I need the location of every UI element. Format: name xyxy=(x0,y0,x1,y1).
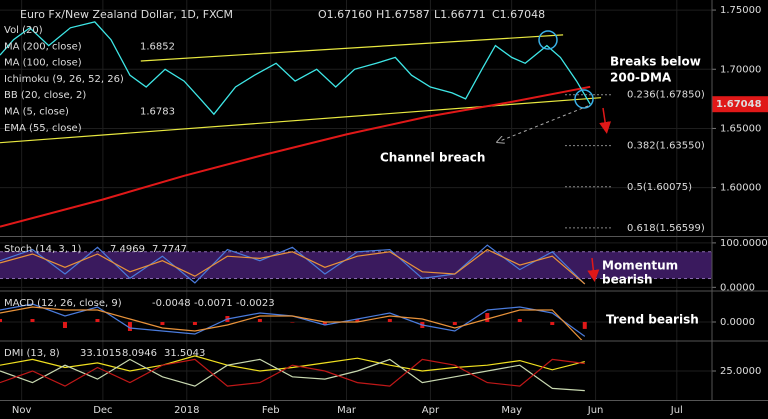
histogram-bar xyxy=(160,322,165,325)
ohlc-label: H1.67587 xyxy=(376,8,430,21)
legend-value: 7.4969 xyxy=(110,244,145,255)
annotation: Channel breach xyxy=(380,151,485,165)
histogram-bar xyxy=(257,319,262,322)
series-line xyxy=(0,358,585,387)
legend-value: 31.5043 xyxy=(164,348,205,359)
y-tick-label: 1.75000 xyxy=(720,5,761,16)
annotation: Momentum xyxy=(602,259,678,273)
legend-value: 33.1015 xyxy=(80,348,121,359)
histogram-bar xyxy=(452,322,457,325)
histogram-bar xyxy=(290,322,295,323)
series-line xyxy=(0,355,585,372)
legend-name: BB (20, close, 2) xyxy=(4,90,86,101)
x-tick-label: Jul xyxy=(670,405,683,416)
arrow xyxy=(500,105,589,141)
legend-value: 1.6852 xyxy=(140,41,175,52)
series-line xyxy=(0,358,585,392)
fib-label: 0.618(1.56599) xyxy=(627,223,705,234)
legend-name: MA (5, close) xyxy=(4,107,69,118)
histogram-bar xyxy=(0,319,2,322)
x-tick-label: Dec xyxy=(93,405,112,416)
channel-line xyxy=(0,97,602,144)
chart-title: Euro Fx/New Zealand Dollar, 1D, FXCM xyxy=(20,8,233,21)
x-tick-label: 2018 xyxy=(174,405,199,416)
series-line xyxy=(0,244,586,285)
x-tick-label: Apr xyxy=(422,405,440,416)
last-price-box xyxy=(712,96,768,113)
fib-label: 0.236(1.67850) xyxy=(627,90,705,101)
highlight-circle xyxy=(538,30,558,50)
histogram-bar xyxy=(387,319,392,322)
histogram-bar xyxy=(127,322,132,331)
series-line xyxy=(0,306,583,340)
legend-name: Vol (20) xyxy=(4,25,43,36)
indicator-line xyxy=(0,85,591,228)
annotation: Breaks below xyxy=(610,55,701,69)
fib-label: 0.382(1.63550) xyxy=(627,141,705,152)
histogram-bar xyxy=(517,319,522,322)
histogram-bar xyxy=(582,322,587,329)
arrow xyxy=(599,107,612,134)
labels: Nov Dec 2018 Feb Mar Apr May Jun Jul 1.75000 1.700… xyxy=(4,5,768,416)
legend-name: EMA (55, close) xyxy=(4,123,82,134)
y-tick-label: 0.0000 xyxy=(720,282,755,293)
histogram-bar xyxy=(485,313,490,322)
y-tick-label: 25.0000 xyxy=(720,366,761,377)
legend-name: Ichimoku (9, 26, 52, 26) xyxy=(4,74,124,85)
y-tick-label: 0.0000 xyxy=(720,317,755,328)
ohlc-label: O1.67160 xyxy=(318,8,372,21)
series-line xyxy=(0,248,586,285)
legend-value: -0.0048 xyxy=(152,298,191,309)
y-tick-label: 1.60000 xyxy=(720,183,761,194)
panel-title: DMI (13, 8) xyxy=(4,348,60,359)
legend-value: -0.0071 xyxy=(194,298,233,309)
fib-label: 0.5(1.60075) xyxy=(627,182,692,193)
annotation: Trend bearish xyxy=(606,313,699,327)
histogram-bar xyxy=(62,322,67,328)
legend-name: MA (200, close) xyxy=(4,41,82,52)
x-tick-label: May xyxy=(501,405,522,416)
histogram-bar xyxy=(322,322,327,325)
x-tick-label: Feb xyxy=(262,405,280,416)
histogram-bar xyxy=(355,319,360,322)
annotation: bearish xyxy=(602,273,653,287)
panel-title: MACD (12, 26, close, 9) xyxy=(4,298,122,309)
panel-title: Stoch (14, 3, 1) xyxy=(4,244,81,255)
channel-line xyxy=(140,34,564,62)
y-tick-label: 1.70000 xyxy=(720,64,761,75)
legend-value: 1.6783 xyxy=(140,107,175,118)
histogram-bar xyxy=(30,319,35,322)
x-tick-label: Nov xyxy=(12,405,32,416)
arrow xyxy=(587,257,600,282)
histogram-bar xyxy=(550,322,555,325)
indicator-line xyxy=(0,21,591,116)
annotation: 200-DMA xyxy=(610,71,672,85)
histogram-bar xyxy=(95,319,100,322)
legend-value: 7.7747 xyxy=(152,244,187,255)
x-tick-label: Mar xyxy=(337,405,357,416)
y-tick-label: 100.0000 xyxy=(720,238,768,249)
legend-value: -0.0023 xyxy=(236,298,275,309)
highlight-circle xyxy=(574,89,594,109)
legend-value: 8.0946 xyxy=(122,348,157,359)
x-tick-label: Jun xyxy=(587,405,604,416)
ohlc-label: C1.67048 xyxy=(492,8,545,21)
ohlc-label: L1.66771 xyxy=(434,8,486,21)
legend-name: MA (100, close) xyxy=(4,58,82,69)
y-tick-label: 1.65000 xyxy=(720,123,761,134)
histogram-bar xyxy=(192,322,197,325)
last-price-label: 1.67048 xyxy=(716,99,762,110)
